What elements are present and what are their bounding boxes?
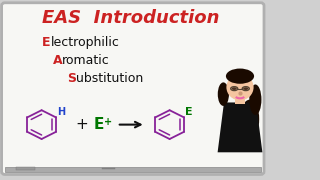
Text: EAS  Introduction: EAS Introduction <box>43 9 220 27</box>
Ellipse shape <box>249 84 261 115</box>
Polygon shape <box>218 102 262 152</box>
Ellipse shape <box>227 74 253 100</box>
Text: romatic: romatic <box>62 54 109 68</box>
Text: E: E <box>94 117 104 132</box>
Ellipse shape <box>226 69 254 84</box>
Text: +: + <box>104 117 112 127</box>
Ellipse shape <box>232 87 237 90</box>
Text: lectrophilic: lectrophilic <box>51 36 119 50</box>
Bar <box>102 168 115 170</box>
FancyBboxPatch shape <box>2 3 264 174</box>
Bar <box>5 167 261 172</box>
Text: ubstitution: ubstitution <box>76 72 143 85</box>
Bar <box>235 97 245 104</box>
Text: +: + <box>75 117 88 132</box>
Text: E: E <box>42 36 50 50</box>
Text: S: S <box>67 72 76 85</box>
Text: A: A <box>53 54 62 68</box>
Ellipse shape <box>243 87 248 90</box>
Text: H: H <box>57 107 65 117</box>
Ellipse shape <box>218 82 229 106</box>
Ellipse shape <box>240 100 259 138</box>
Text: E: E <box>185 107 193 117</box>
Bar <box>16 167 35 170</box>
